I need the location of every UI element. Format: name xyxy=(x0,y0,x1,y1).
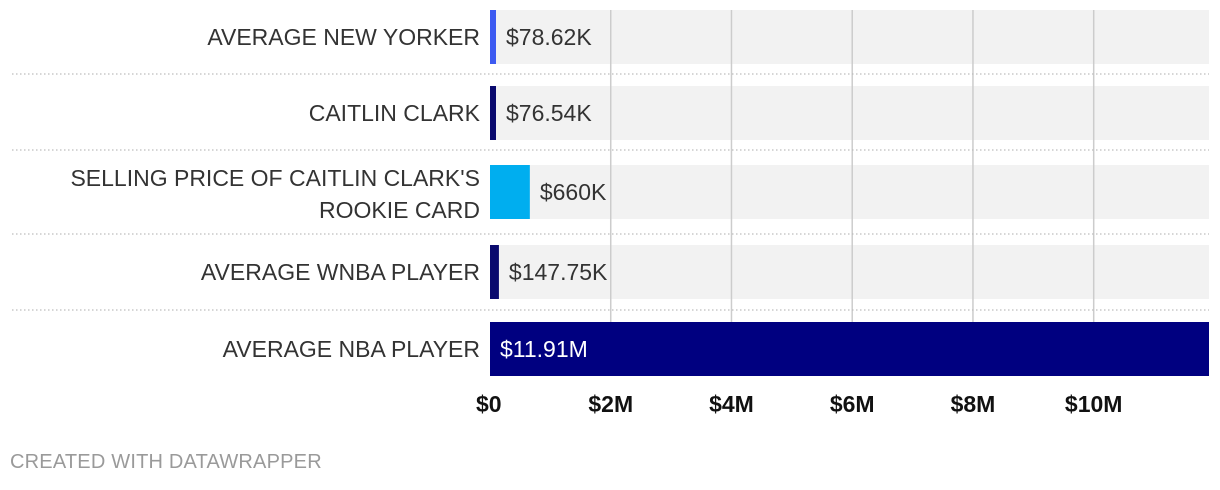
category-label: AVERAGE WNBA PLAYER xyxy=(201,259,480,285)
x-tick-label: $2M xyxy=(588,391,633,417)
x-tick-label: $0 xyxy=(476,391,502,417)
x-tick-label: $8M xyxy=(951,391,996,417)
value-label: $11.91M xyxy=(500,336,588,362)
bar-track xyxy=(490,245,1209,299)
x-axis-ticks: $0 $2M $4M $6M $8M $10M xyxy=(476,391,1122,417)
value-label: $78.62K xyxy=(506,24,592,50)
bar xyxy=(490,86,496,140)
value-label: $76.54K xyxy=(506,100,592,126)
category-label: SELLING PRICE OF CAITLIN CLARK'S ROOKIE C… xyxy=(70,165,480,223)
x-tick-label: $4M xyxy=(709,391,754,417)
bar xyxy=(490,165,530,219)
bars xyxy=(490,10,1209,376)
value-label: $660K xyxy=(540,179,607,205)
category-label: AVERAGE NEW YORKER xyxy=(207,24,480,50)
bar-track xyxy=(490,10,1209,64)
bar xyxy=(490,10,496,64)
gridlines xyxy=(609,10,1095,376)
row-separators xyxy=(12,73,1209,311)
bar-track xyxy=(490,165,1209,219)
category-labels: AVERAGE NEW YORKER CAITLIN CLARK SELLING P… xyxy=(70,24,480,362)
x-tick-label: $10M xyxy=(1065,391,1123,417)
bar xyxy=(490,245,499,299)
chart-credit: CREATED WITH DATAWRAPPER xyxy=(10,451,322,473)
value-labels: $78.62K $76.54K $660K $147.75K $11.91M xyxy=(500,24,608,362)
category-label: AVERAGE NBA PLAYER xyxy=(223,336,480,362)
x-tick-label: $6M xyxy=(830,391,875,417)
category-label: CAITLIN CLARK xyxy=(309,100,481,126)
bar xyxy=(490,322,1209,376)
value-label: $147.75K xyxy=(509,259,608,285)
bar-track xyxy=(490,86,1209,140)
